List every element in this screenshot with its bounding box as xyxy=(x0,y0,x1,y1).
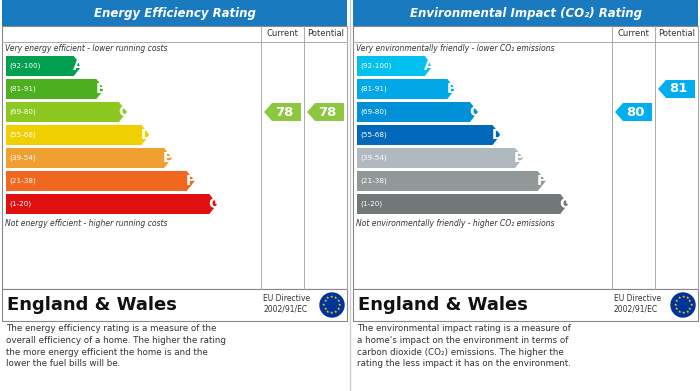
Text: Not energy efficient - higher running costs: Not energy efficient - higher running co… xyxy=(5,219,167,228)
Text: England & Wales: England & Wales xyxy=(358,296,528,314)
Text: ★: ★ xyxy=(678,296,680,300)
Text: (1-20): (1-20) xyxy=(9,201,31,207)
Text: ★: ★ xyxy=(674,307,678,311)
Polygon shape xyxy=(357,194,568,214)
Text: (69-80): (69-80) xyxy=(9,109,36,115)
Text: Potential: Potential xyxy=(658,29,695,38)
Text: (1-20): (1-20) xyxy=(360,201,382,207)
Bar xyxy=(353,289,698,321)
Text: ★: ★ xyxy=(678,310,680,314)
Polygon shape xyxy=(6,56,82,76)
Text: F: F xyxy=(186,174,195,188)
Text: G: G xyxy=(559,197,570,211)
Polygon shape xyxy=(6,171,195,191)
Polygon shape xyxy=(357,102,478,122)
Text: ★: ★ xyxy=(326,310,330,314)
Polygon shape xyxy=(6,79,104,99)
Text: G: G xyxy=(209,197,220,211)
Text: B: B xyxy=(95,82,106,96)
Text: F: F xyxy=(537,174,546,188)
Text: ★: ★ xyxy=(323,307,327,311)
Circle shape xyxy=(671,293,695,317)
Text: (21-38): (21-38) xyxy=(360,178,386,184)
Text: Not environmentally friendly - higher CO₂ emissions: Not environmentally friendly - higher CO… xyxy=(356,219,554,228)
Text: C: C xyxy=(118,105,128,119)
Text: B: B xyxy=(447,82,457,96)
Text: ★: ★ xyxy=(685,296,689,300)
Bar xyxy=(2,26,347,289)
Polygon shape xyxy=(357,79,456,99)
Text: C: C xyxy=(469,105,480,119)
Text: (39-54): (39-54) xyxy=(360,155,386,161)
Text: ★: ★ xyxy=(337,307,341,311)
Bar xyxy=(2,289,347,321)
Polygon shape xyxy=(6,194,217,214)
Circle shape xyxy=(320,293,344,317)
Text: ★: ★ xyxy=(330,295,334,299)
Text: ★: ★ xyxy=(335,310,337,314)
Text: (81-91): (81-91) xyxy=(360,86,386,92)
Text: EU Directive
2002/91/EC: EU Directive 2002/91/EC xyxy=(263,294,310,314)
Text: ★: ★ xyxy=(688,299,692,303)
Text: (69-80): (69-80) xyxy=(360,109,386,115)
Polygon shape xyxy=(307,103,344,121)
Text: ★: ★ xyxy=(338,303,342,307)
Text: ★: ★ xyxy=(322,303,326,307)
Text: (21-38): (21-38) xyxy=(9,178,36,184)
Text: E: E xyxy=(163,151,173,165)
Text: ★: ★ xyxy=(337,299,341,303)
Text: Very environmentally friendly - lower CO₂ emissions: Very environmentally friendly - lower CO… xyxy=(356,44,554,53)
Text: (55-68): (55-68) xyxy=(9,132,36,138)
Text: ★: ★ xyxy=(330,311,334,315)
Text: ★: ★ xyxy=(681,295,685,299)
Text: Current: Current xyxy=(617,29,650,38)
Text: (92-100): (92-100) xyxy=(360,63,391,69)
Bar xyxy=(353,0,698,26)
Polygon shape xyxy=(357,56,433,76)
Text: Energy Efficiency Rating: Energy Efficiency Rating xyxy=(94,7,256,20)
Text: ★: ★ xyxy=(323,299,327,303)
Text: D: D xyxy=(491,128,503,142)
Polygon shape xyxy=(6,148,172,168)
Text: The energy efficiency rating is a measure of the
overall efficiency of a home. T: The energy efficiency rating is a measur… xyxy=(6,324,226,368)
Text: E: E xyxy=(514,151,524,165)
Text: Potential: Potential xyxy=(307,29,344,38)
Text: ★: ★ xyxy=(685,310,689,314)
Text: ★: ★ xyxy=(673,303,677,307)
Polygon shape xyxy=(264,103,301,121)
Text: ★: ★ xyxy=(326,296,330,300)
Text: (39-54): (39-54) xyxy=(9,155,36,161)
Bar xyxy=(353,26,698,289)
Text: Very energy efficient - lower running costs: Very energy efficient - lower running co… xyxy=(5,44,167,53)
Text: 78: 78 xyxy=(275,106,294,118)
Polygon shape xyxy=(6,102,127,122)
Text: 80: 80 xyxy=(626,106,645,118)
Bar xyxy=(2,0,347,26)
Text: 81: 81 xyxy=(669,83,687,95)
Polygon shape xyxy=(357,171,546,191)
Polygon shape xyxy=(357,148,523,168)
Text: (81-91): (81-91) xyxy=(9,86,36,92)
Text: ★: ★ xyxy=(335,296,337,300)
Text: D: D xyxy=(141,128,152,142)
Polygon shape xyxy=(615,103,652,121)
Text: A: A xyxy=(424,59,435,73)
Polygon shape xyxy=(6,125,150,145)
Text: ★: ★ xyxy=(674,299,678,303)
Text: A: A xyxy=(73,59,83,73)
Text: Environmental Impact (CO₂) Rating: Environmental Impact (CO₂) Rating xyxy=(410,7,641,20)
Polygon shape xyxy=(357,125,500,145)
Text: (92-100): (92-100) xyxy=(9,63,41,69)
Polygon shape xyxy=(658,80,695,98)
Text: Current: Current xyxy=(267,29,298,38)
Text: 78: 78 xyxy=(318,106,337,118)
Text: ★: ★ xyxy=(690,303,693,307)
Text: ★: ★ xyxy=(688,307,692,311)
Text: ★: ★ xyxy=(681,311,685,315)
Text: The environmental impact rating is a measure of
a home's impact on the environme: The environmental impact rating is a mea… xyxy=(357,324,571,368)
Text: (55-68): (55-68) xyxy=(360,132,386,138)
Text: EU Directive
2002/91/EC: EU Directive 2002/91/EC xyxy=(614,294,661,314)
Text: England & Wales: England & Wales xyxy=(7,296,177,314)
